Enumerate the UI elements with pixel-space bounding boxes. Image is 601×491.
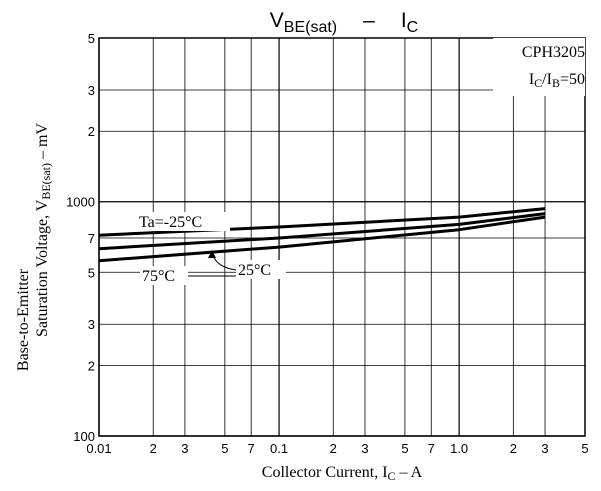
series-label-25c: 25°C <box>238 262 271 279</box>
x-tick-label: 0.01 <box>86 441 111 456</box>
x-tick-labels: 0.01 2 3 5 7 0.1 2 3 5 7 1.0 2 3 5 <box>86 441 588 456</box>
y-axis-label-line2: Saturation Voltage, VBE(sat) – mV <box>34 123 53 337</box>
y-tick-labels: 100 2 3 5 7 1000 2 3 5 <box>66 31 95 444</box>
condition-box-background <box>493 38 585 96</box>
leader-line-25c <box>211 251 237 271</box>
y-tick-label: 1000 <box>66 195 95 210</box>
condition-label: IC/IB=50 <box>529 71 585 90</box>
series-line-25c <box>98 212 546 251</box>
x-tick-label: 1.0 <box>450 441 468 456</box>
series-label-ta-minus25: Ta=-25°C <box>139 214 202 231</box>
x-tick-label: 7 <box>428 441 435 456</box>
series-lines <box>98 207 546 263</box>
plot-frame <box>98 37 586 437</box>
series-line-75c <box>98 215 546 263</box>
x-tick-label: 5 <box>221 441 228 456</box>
series-label-bg-75c <box>140 266 188 285</box>
x-tick-label: 3 <box>361 441 368 456</box>
x-tick-label: 7 <box>248 441 255 456</box>
x-tick-label: 2 <box>150 441 157 456</box>
x-tick-label: 2 <box>510 441 517 456</box>
y-tick-label: 5 <box>88 265 95 280</box>
y-tick-label: 100 <box>73 429 95 444</box>
series-label-bg-ta-minus25 <box>136 212 230 231</box>
part-number-label: CPH3205 <box>522 44 585 61</box>
chart-title: VBE(sat) – IC <box>270 9 418 36</box>
y-tick-label: 3 <box>88 83 95 98</box>
x-tick-label: 2 <box>330 441 337 456</box>
y-tick-label: 2 <box>88 124 95 139</box>
y-tick-label: 3 <box>88 317 95 332</box>
series-line-ta-minus25 <box>98 207 546 237</box>
x-tick-label: 5 <box>401 441 408 456</box>
y-axis-label-line1: Base-to-Emitter <box>15 268 32 371</box>
x-tick-label: 5 <box>581 441 588 456</box>
leader-arrow-25c <box>208 250 216 258</box>
x-tick-label: 3 <box>181 441 188 456</box>
x-tick-label: 0.1 <box>270 441 288 456</box>
x-tick-label: 3 <box>541 441 548 456</box>
grid <box>98 37 586 437</box>
y-tick-label: 7 <box>88 231 95 246</box>
y-tick-label: 2 <box>88 358 95 373</box>
series-label-bg-25c <box>236 260 286 279</box>
x-axis-label: Collector Current, IC – A <box>262 464 423 483</box>
series-label-75c: 75°C <box>142 268 175 285</box>
y-tick-label: 5 <box>88 31 95 46</box>
